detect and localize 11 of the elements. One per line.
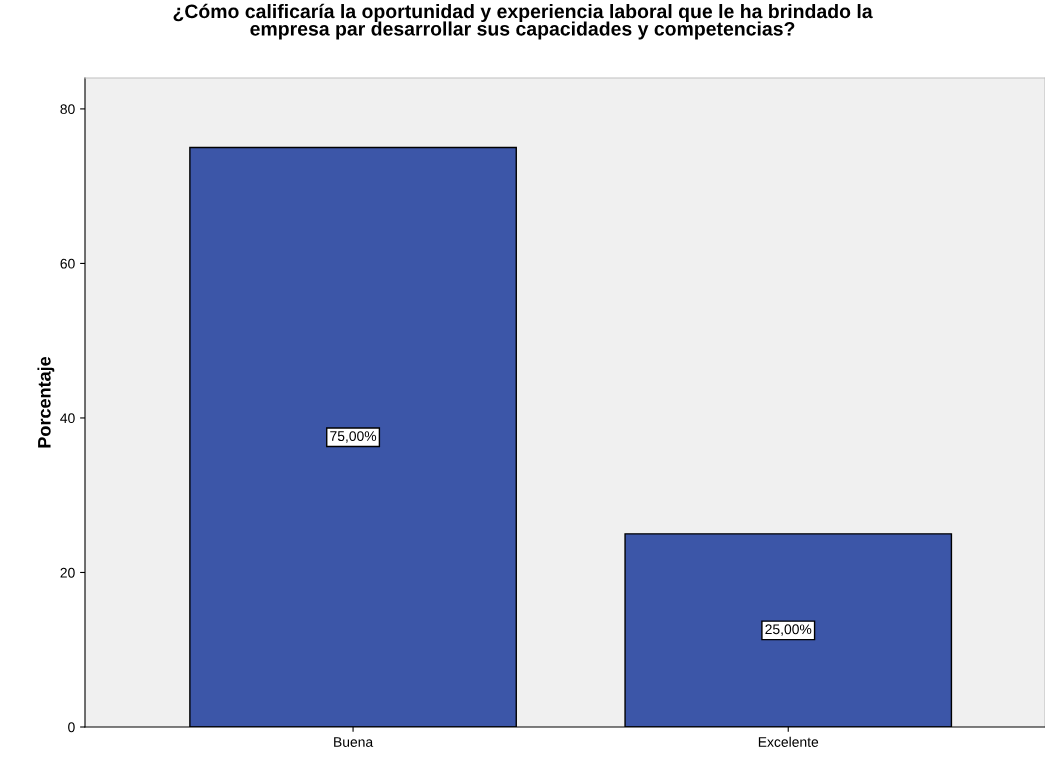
- y-tick-label: 80: [60, 104, 75, 115]
- chart-title: ¿Cómo calificaría la oportunidad y experiencia laboral que le ha brindado la empresa par desarrollar sus capacidades y competencias?: [173, 3, 873, 40]
- x-tick-label: Buena: [334, 737, 374, 747]
- y-tick-label: 20: [60, 567, 75, 578]
- x-tick-label: Excelente: [758, 736, 819, 747]
- y-axis-title: Porcentaje: [37, 356, 55, 448]
- y-tick-label: 40: [60, 413, 75, 424]
- data-label: 75,00%: [330, 431, 377, 443]
- y-tick-label: 60: [60, 258, 75, 269]
- y-tick-label: 0: [68, 722, 75, 733]
- data-label: 25,00%: [765, 624, 812, 636]
